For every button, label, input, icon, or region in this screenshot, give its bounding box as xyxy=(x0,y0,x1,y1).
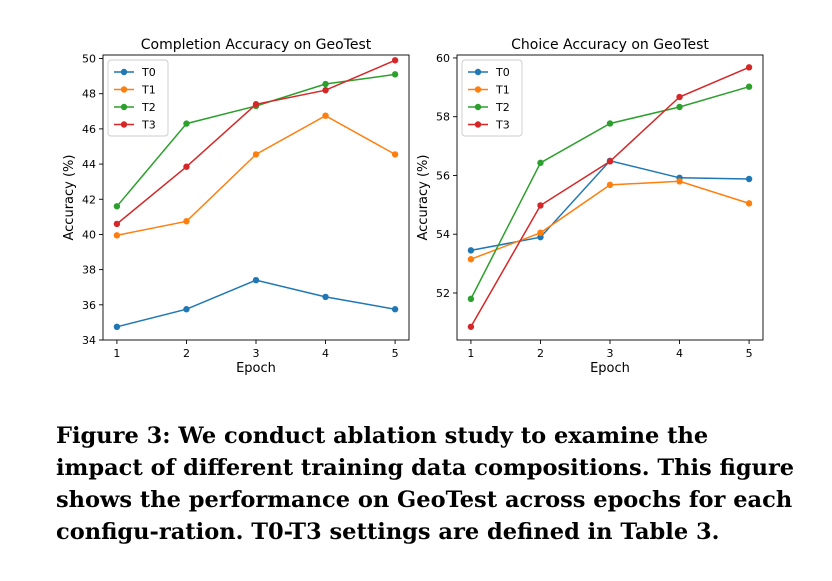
chart2-series-t0-point xyxy=(745,175,753,183)
chart1-series-t3-point xyxy=(252,101,260,108)
chart2-y-tick-label: 60 xyxy=(436,52,450,65)
chart1-legend-marker-t2 xyxy=(120,103,128,111)
chart2-y-tick-label: 54 xyxy=(436,228,450,241)
chart1-y-tick-label: 40 xyxy=(82,228,96,241)
chart1-series-t0-point xyxy=(322,293,329,301)
chart2-legend-label-t0: T0 xyxy=(495,66,510,79)
chart1-y-tick-label: 48 xyxy=(82,88,96,101)
chart2-x-tick-label: 2 xyxy=(537,347,544,360)
chart2-series-t1-point xyxy=(745,200,753,207)
chart2-legend-label-t3: T3 xyxy=(495,119,510,132)
chart1-series-t3-point xyxy=(183,163,190,170)
chart1-legend-box xyxy=(107,59,169,137)
chart2-x-tick-label: 1 xyxy=(467,347,474,360)
chart2-x-tick-label: 3 xyxy=(607,347,614,360)
chart2-series-t3-point xyxy=(676,93,683,101)
chart1-series-t2-point xyxy=(113,203,121,210)
chart2-series-t3-point xyxy=(606,158,614,165)
chart2-series-t1-point xyxy=(606,181,614,189)
chart2-series-t3-point xyxy=(467,323,475,330)
chart1-series-t0-point xyxy=(391,306,399,313)
chart1-series-t2-point xyxy=(183,120,190,127)
chart1-x-axis-label: Epoch xyxy=(236,361,276,376)
chart2-series-t2-point xyxy=(745,83,753,90)
chart2-series-t1-line xyxy=(470,180,750,260)
chart1-title: Completion Accuracy on GeoTest xyxy=(141,37,372,53)
chart1-series-t3-point xyxy=(391,57,399,64)
chart1-series-t1-point xyxy=(322,112,329,119)
chart1-x-tick-label: 2 xyxy=(183,347,190,360)
chart1-x-tick-label: 4 xyxy=(322,347,329,360)
chart2-legend-marker-t2 xyxy=(474,103,482,111)
chart1-y-tick-label: 38 xyxy=(82,264,96,277)
chart1-series-t2-point xyxy=(322,80,329,88)
chart2-series-t2-point xyxy=(467,295,475,303)
chart2-y-tick-label: 52 xyxy=(436,287,450,300)
chart1-legend-marker-t0 xyxy=(120,68,128,76)
chart2-series-t1-point xyxy=(676,178,683,185)
chart2-series-t3-point xyxy=(537,202,544,209)
chart2-legend-label-t1: T1 xyxy=(495,84,510,97)
chart1-series-t3-point xyxy=(113,220,121,228)
chart1-series-t0-point xyxy=(113,323,121,331)
chart2-series-t2-point xyxy=(606,120,614,127)
chart2-series-t0-point xyxy=(467,247,475,254)
chart1-legend-label-t0: T0 xyxy=(141,66,156,79)
chart2-x-axis-label: Epoch xyxy=(590,361,630,376)
chart1-series-t1-point xyxy=(183,218,190,225)
chart2-y-axis-label: Accuracy (%) xyxy=(416,155,431,241)
chart1-series-t3-point xyxy=(322,86,329,94)
chart1-y-tick-label: 36 xyxy=(82,299,96,312)
chart1-series-t1-point xyxy=(113,232,121,239)
chart1-series-t0-point xyxy=(183,306,190,313)
chart2-legend-box xyxy=(461,59,523,137)
chart1-x-tick-label: 3 xyxy=(253,347,260,360)
chart2-series-t3-point xyxy=(745,64,753,71)
chart2-legend-marker-t0 xyxy=(474,68,482,76)
chart2-series-t0-line xyxy=(470,159,750,252)
chart1-legend-label-t3: T3 xyxy=(141,119,156,132)
chart1-y-tick-label: 46 xyxy=(82,123,96,136)
chart2-series-t1-point xyxy=(537,229,544,236)
chart2-series-t2-point xyxy=(537,159,544,167)
chart2-title: Choice Accuracy on GeoTest xyxy=(511,37,709,53)
chart1-y-tick-label: 50 xyxy=(82,53,96,66)
chart2-legend-marker-t3 xyxy=(474,121,482,128)
chart1-series-t1-point xyxy=(391,151,399,158)
chart1-series-t1-point xyxy=(252,151,260,158)
chart2-y-tick-label: 56 xyxy=(436,169,450,182)
chart2-y-tick-label: 58 xyxy=(436,111,450,124)
chart2-series-t2-point xyxy=(676,103,683,111)
chart1-series-t0-point xyxy=(252,276,260,284)
chart2-series-t1-point xyxy=(467,256,475,263)
chart1-y-axis-label: Accuracy (%) xyxy=(62,155,77,241)
chart2-legend-marker-t1 xyxy=(474,86,482,93)
chart2-legend-label-t2: T2 xyxy=(495,101,510,114)
chart1-y-tick-label: 44 xyxy=(82,158,96,171)
chart1-series-t2-point xyxy=(391,71,399,78)
chart1-series-t0-line xyxy=(116,279,396,328)
chart1-x-tick-label: 5 xyxy=(392,347,399,360)
chart2-x-tick-label: 4 xyxy=(676,347,683,360)
chart1-legend-label-t2: T2 xyxy=(141,101,156,114)
chart1-x-tick-label: 1 xyxy=(113,347,120,360)
chart1-y-tick-label: 42 xyxy=(82,193,96,206)
chart1-y-tick-label: 34 xyxy=(82,334,96,347)
chart2-x-tick-label: 5 xyxy=(746,347,753,360)
chart2-series-t0-point xyxy=(537,233,544,241)
chart1-legend-label-t1: T1 xyxy=(141,84,156,97)
chart1-legend-marker-t1 xyxy=(120,86,128,93)
figure-caption: Figure 3: We conduct ablation study to e… xyxy=(56,423,795,545)
chart1-legend-marker-t3 xyxy=(120,121,128,128)
